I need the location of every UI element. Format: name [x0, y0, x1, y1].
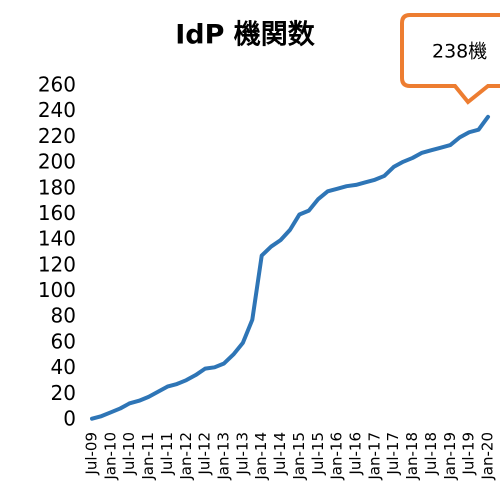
x-tick-label: Jul-19 — [460, 432, 478, 476]
y-tick-label: 100 — [38, 278, 76, 302]
x-tick-label: Jul-09 — [83, 432, 101, 476]
x-tick-label: Jul-11 — [158, 432, 176, 476]
y-tick-label: 0 — [63, 407, 76, 431]
x-tick-label: Jan-20 — [479, 432, 497, 481]
x-tick-label: Jul-14 — [271, 432, 289, 476]
callout-box — [400, 13, 500, 105]
x-tick-label: Jan-16 — [328, 432, 346, 481]
y-tick-label: 20 — [51, 381, 76, 405]
x-tick-label: Jan-15 — [290, 432, 308, 481]
x-tick-label: Jul-12 — [196, 432, 214, 476]
x-tick-label: Jan-17 — [365, 432, 383, 481]
x-tick-label: Jan-12 — [177, 432, 195, 481]
x-tick-label: Jul-10 — [120, 432, 138, 476]
chart-title: IdP 機関数 — [175, 20, 316, 51]
y-tick-label: 60 — [51, 329, 76, 353]
x-tick-label: Jan-10 — [101, 432, 119, 481]
y-tick-label: 180 — [38, 175, 76, 199]
x-tick-label: Jul-16 — [347, 432, 365, 476]
y-tick-label: 40 — [51, 355, 76, 379]
y-tick-label: 80 — [51, 304, 76, 328]
y-tick-label: 120 — [38, 252, 76, 276]
x-tick-label: Jul-15 — [309, 432, 327, 476]
y-tick-label: 140 — [38, 227, 76, 251]
x-tick-label: Jul-18 — [422, 432, 440, 476]
x-tick-label: Jan-19 — [441, 432, 459, 481]
x-tick-label: Jan-14 — [252, 432, 270, 481]
y-tick-label: 240 — [38, 98, 76, 122]
data-line — [90, 114, 490, 421]
callout-text: 238機 — [432, 41, 487, 63]
x-tick-label: Jul-13 — [233, 432, 251, 476]
y-tick-label: 160 — [38, 201, 76, 225]
y-tick-label: 200 — [38, 150, 76, 174]
x-tick-label: Jan-13 — [215, 432, 233, 481]
x-tick-label: Jan-18 — [403, 432, 421, 481]
x-tick-label: Jul-17 — [384, 432, 402, 476]
x-tick-label: Jan-11 — [139, 432, 157, 481]
y-tick-label: 220 — [38, 124, 76, 148]
y-tick-label: 260 — [38, 73, 76, 97]
